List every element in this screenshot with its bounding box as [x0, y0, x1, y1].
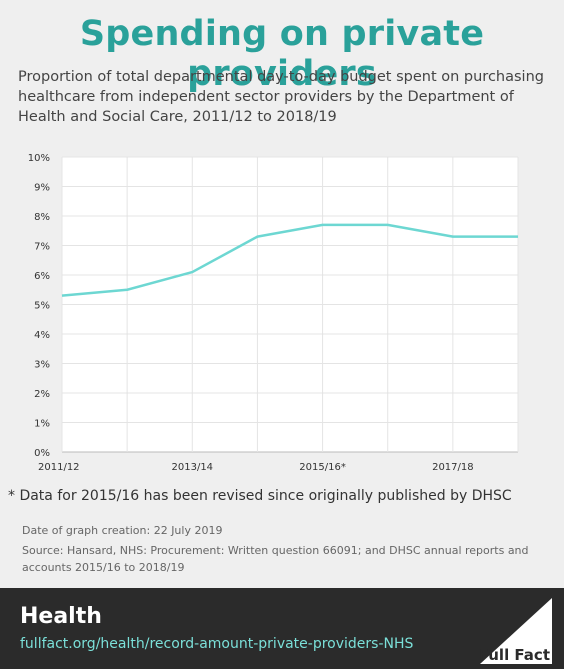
- x-tick-label: 2013/14: [172, 462, 214, 473]
- revision-note: * Data for 2015/16 has been revised sinc…: [8, 488, 512, 504]
- article-link[interactable]: fullfact.org/health/record-amount-privat…: [20, 636, 414, 652]
- chart-subtitle: Proportion of total departmental day-to-…: [18, 69, 544, 125]
- fullfact-logo-icon: Full Fact: [480, 598, 552, 664]
- y-tick-label: 1%: [34, 419, 50, 430]
- y-tick-label: 8%: [34, 212, 50, 223]
- x-tick-label: 2011/12: [38, 462, 80, 473]
- chart-title: Spending on private providers: [79, 14, 485, 94]
- x-tick-label: 2015/16*: [299, 462, 346, 473]
- y-tick-label: 7%: [34, 242, 50, 253]
- creation-date: Date of graph creation: 22 July 2019: [22, 524, 223, 537]
- x-tick-label: 2017/18: [432, 462, 474, 473]
- y-tick-label: 6%: [34, 271, 50, 282]
- footer-bar: Health fullfact.org/health/record-amount…: [0, 588, 564, 669]
- y-tick-label: 10%: [28, 153, 50, 164]
- source-note: Source: Hansard, NHS: Procurement: Writt…: [22, 544, 529, 574]
- y-tick-label: 0%: [34, 448, 50, 459]
- y-tick-label: 4%: [34, 330, 50, 341]
- y-tick-label: 9%: [34, 183, 50, 194]
- line-chart: 0% 1% 2% 3% 4% 5% 6% 7% 8% 9% 10% 2011/12 2013/14 201…: [28, 153, 519, 473]
- y-tick-label: 2%: [34, 389, 50, 400]
- y-tick-label: 5%: [34, 301, 50, 312]
- section-label: Health: [20, 604, 102, 629]
- logo-text: Full Fact: [480, 646, 550, 664]
- series-line: [61, 223, 518, 297]
- y-tick-label: 3%: [34, 360, 50, 371]
